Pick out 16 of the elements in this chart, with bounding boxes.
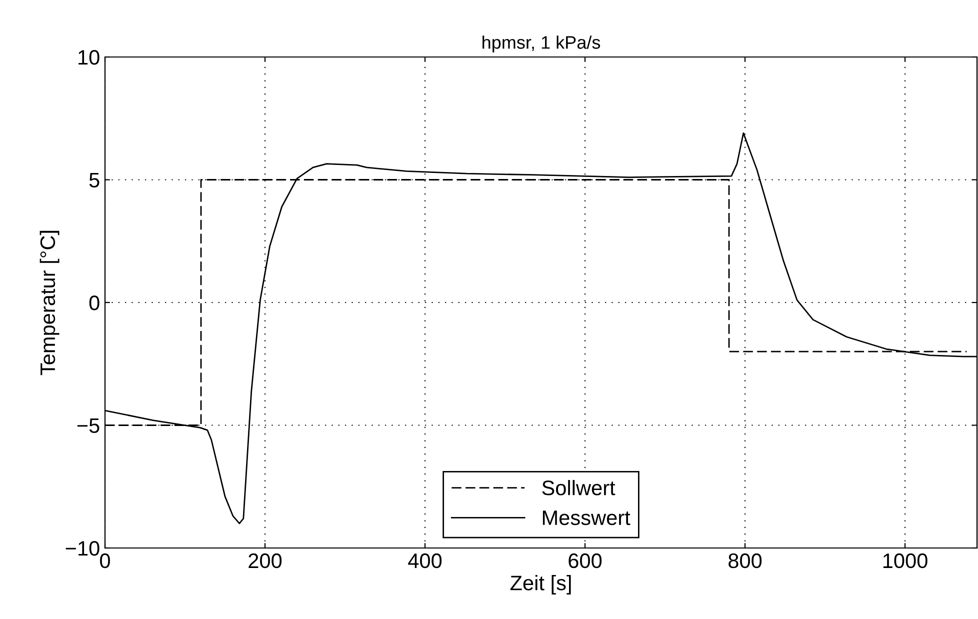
x-tick-label: 400 xyxy=(408,553,442,568)
chart-title: hpmsr, 1 kPa/s xyxy=(482,36,600,52)
y-tick-label: −5 xyxy=(77,418,100,434)
x-tick-label: 800 xyxy=(728,553,762,568)
x-axis-title: Zeit [s] xyxy=(510,575,571,594)
y-tick-label: 0 xyxy=(89,296,100,310)
y-tick-label: 10 xyxy=(78,50,100,65)
legend-label: Sollwert xyxy=(542,480,616,496)
x-tick-label: 1000 xyxy=(883,553,928,568)
x-tick-label: 0 xyxy=(100,553,110,568)
y-tick-label: −10 xyxy=(66,541,100,556)
x-tick-label: 600 xyxy=(568,553,602,568)
y-tick-label: 5 xyxy=(89,172,100,188)
x-tick-label: 200 xyxy=(248,553,282,568)
y-axis-title: Temperatur [°C] xyxy=(40,230,60,376)
legend-label: Messwert xyxy=(542,510,630,526)
